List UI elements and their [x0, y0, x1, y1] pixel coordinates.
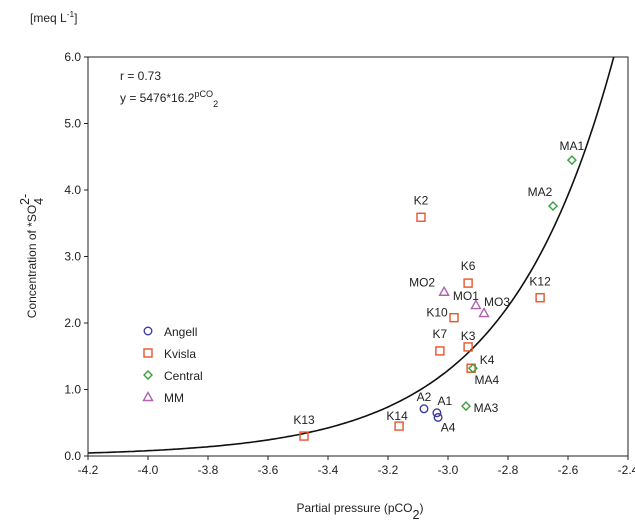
text-part: y = 5476*16.2 — [120, 91, 195, 105]
y-tick-label: 4.0 — [64, 183, 81, 197]
text-part: 4 — [32, 198, 46, 205]
point-label: K12 — [529, 275, 551, 289]
point — [463, 342, 473, 352]
legend-label: Kvisla — [164, 347, 196, 361]
y-tick-label: 6.0 — [64, 50, 81, 64]
legend-marker — [143, 370, 153, 380]
text-part: ] — [74, 11, 77, 25]
fit-curve — [88, 57, 615, 454]
y-tick-label: 5.0 — [64, 117, 81, 131]
point-label: K3 — [461, 329, 476, 343]
y-tick-label: 1.0 — [64, 383, 81, 397]
point-label: MA3 — [474, 401, 499, 415]
point — [438, 285, 450, 296]
x-tick-label: -4.0 — [138, 463, 159, 477]
point-label: A4 — [441, 420, 456, 434]
text-part: Partial pressure (pCO — [296, 501, 412, 515]
point — [449, 312, 459, 323]
annotation: y = 5476*16.2pCO2 — [120, 89, 218, 109]
point — [535, 293, 545, 303]
y-tick-label: 0.0 — [64, 449, 81, 463]
x-tick-label: -3.0 — [438, 463, 459, 477]
point — [299, 431, 309, 441]
point-label: MA4 — [475, 373, 500, 387]
point — [461, 401, 471, 412]
x-tick-label: -4.2 — [78, 463, 99, 477]
legend-label: MM — [164, 391, 184, 405]
point — [478, 307, 490, 318]
point — [419, 404, 429, 414]
point — [394, 421, 404, 431]
x-axis-title: Partial pressure (pCO2) — [296, 501, 423, 522]
point-label: A1 — [438, 394, 453, 408]
x-tick-label: -3.2 — [378, 463, 399, 477]
y-axis-title: Concentration of *SO42- — [18, 194, 46, 318]
point-label: K14 — [386, 409, 408, 423]
point-label: K10 — [426, 306, 448, 320]
point-label: MO3 — [484, 295, 510, 309]
x-tick-label: -2.4 — [618, 463, 635, 477]
point-label: MO1 — [453, 289, 479, 303]
text-part: -1 — [67, 9, 75, 19]
legend-marker — [142, 391, 154, 402]
text-part: 2 — [213, 99, 218, 109]
legend-label: Angell — [164, 325, 197, 339]
y-tick-label: 2.0 — [64, 316, 81, 330]
text-part: pCO — [194, 89, 213, 99]
point — [432, 408, 442, 418]
point-label: K4 — [480, 353, 495, 367]
text-part: r = 0.73 — [120, 69, 161, 83]
point — [435, 346, 445, 356]
text-part: [meq L — [30, 11, 67, 25]
point — [416, 212, 426, 222]
point-label: MA1 — [560, 139, 585, 153]
x-tick-label: -3.6 — [258, 463, 279, 477]
legend-marker — [143, 326, 153, 336]
point — [467, 363, 478, 374]
point-label: MO2 — [409, 276, 435, 290]
text-part: Concentration of *SO — [25, 205, 39, 318]
point-label: MA2 — [528, 185, 553, 199]
x-tick-label: -2.8 — [498, 463, 519, 477]
point-label: K7 — [433, 327, 448, 341]
point — [433, 412, 443, 422]
legend-marker — [143, 348, 153, 358]
text-part: 2 — [413, 508, 420, 522]
point — [466, 363, 476, 373]
x-tick-label: -3.4 — [318, 463, 339, 477]
units-label: [meq L-1] — [30, 9, 77, 25]
point-label: K6 — [461, 259, 476, 273]
point — [470, 299, 482, 310]
point — [463, 278, 473, 288]
y-tick-label: 3.0 — [64, 250, 81, 264]
text-part: ) — [420, 501, 424, 515]
legend-label: Central — [164, 369, 203, 383]
point-label: K13 — [293, 413, 315, 427]
point — [548, 200, 558, 211]
point-label: A2 — [417, 390, 432, 404]
x-tick-label: -3.8 — [198, 463, 219, 477]
point — [566, 155, 577, 166]
point-label: K2 — [414, 193, 429, 207]
x-tick-label: -2.6 — [558, 463, 579, 477]
annotation: r = 0.73 — [120, 69, 161, 83]
text-part: 2- — [18, 194, 32, 205]
